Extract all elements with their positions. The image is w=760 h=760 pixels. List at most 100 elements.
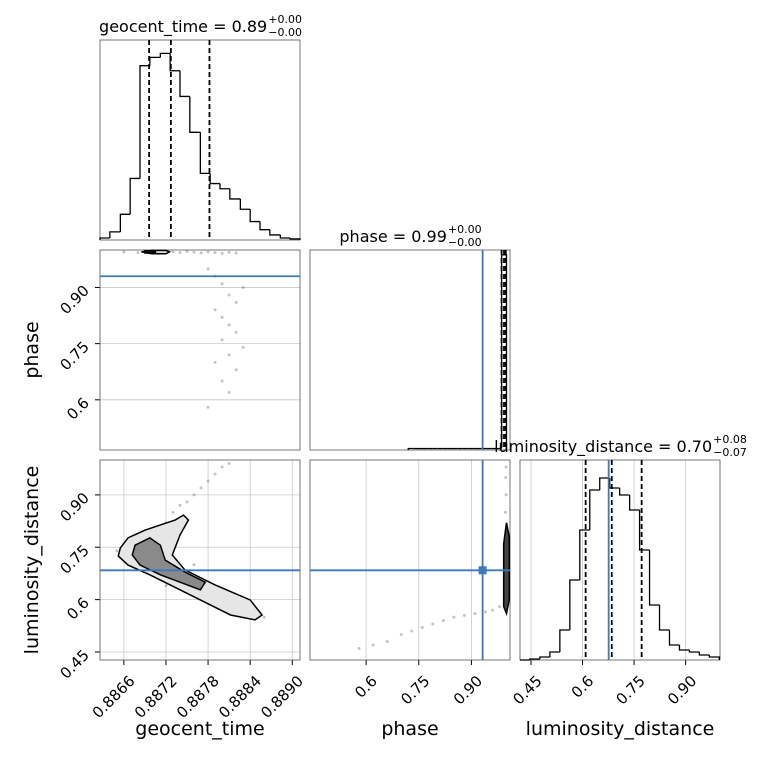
hist-step [579, 529, 590, 580]
x-tick-label: 0.90 [450, 672, 486, 708]
sample-point [504, 465, 508, 469]
sample-point [122, 250, 126, 254]
title-subscript: −0.00 [448, 236, 482, 249]
hist-step [279, 234, 291, 239]
sample-point [178, 251, 182, 255]
sample-point [504, 475, 508, 479]
panel-frame [99, 249, 301, 451]
contour [144, 249, 157, 254]
x-tick-label: 0.90 [664, 672, 700, 708]
sample-point [136, 251, 140, 255]
hist-step [139, 65, 150, 179]
sample-point [213, 472, 217, 476]
hist-step [249, 209, 260, 223]
contour [502, 522, 511, 617]
panel-title: luminosity_distance = 0.70 [494, 437, 712, 457]
sample-point [199, 486, 203, 490]
panel-frame [519, 459, 721, 661]
title-superscript: +0.00 [268, 13, 302, 26]
hist-step [119, 213, 131, 232]
hist-step [569, 579, 580, 630]
hist-step [589, 489, 600, 530]
hist-step [159, 52, 171, 58]
sample-point [206, 267, 210, 271]
sample-point [399, 633, 403, 637]
sample-point [241, 345, 245, 349]
sample-point [220, 251, 224, 255]
x-tick-label: 0.6 [568, 672, 598, 702]
sample-point [504, 493, 508, 497]
x-axis-label: luminosity_distance [526, 718, 715, 740]
sample-point [213, 251, 217, 255]
hist-step [407, 447, 414, 450]
panel-title: geocent_time = 0.89 [99, 17, 267, 37]
sample-point [178, 503, 182, 507]
hist-step [229, 188, 241, 200]
y-tick-label: 0.90 [56, 282, 92, 318]
hist-step [239, 198, 251, 210]
panel-frame [99, 39, 301, 241]
sample-point [227, 353, 231, 357]
x-axis-label: geocent_time [135, 718, 264, 740]
sample-point [206, 405, 210, 409]
hist-step [628, 495, 640, 511]
hist-step [209, 173, 220, 185]
sample-point [220, 379, 224, 383]
sample-point [234, 251, 238, 255]
truth-marker [478, 566, 487, 575]
sample-point [220, 282, 224, 286]
sample-point [227, 323, 231, 327]
hist-step [99, 237, 110, 240]
x-tick-label: 0.6 [351, 672, 381, 702]
y-tick-label: 0.75 [56, 338, 92, 374]
hist-step [219, 183, 230, 190]
sample-point [206, 250, 210, 254]
sample-point [473, 612, 477, 616]
x-tick-label: 0.75 [612, 672, 648, 708]
sample-point [234, 300, 238, 304]
sample-point [192, 250, 196, 254]
sample-point [385, 640, 389, 644]
sample-point [431, 622, 435, 626]
x-tick-label: 0.75 [397, 672, 433, 708]
y-tick-label: 0.75 [56, 541, 92, 577]
sample-point [371, 643, 375, 647]
sample-point [220, 465, 224, 469]
hist-step [189, 96, 201, 133]
x-tick-label: 0.45 [509, 672, 545, 708]
sample-point [462, 613, 466, 617]
sample-point [192, 563, 196, 567]
sample-point [227, 390, 231, 394]
y-axis-label: phase [21, 321, 43, 378]
hist-step [199, 132, 211, 175]
sample-point [490, 608, 494, 612]
hist-step [259, 221, 270, 231]
hist-step [648, 550, 660, 606]
contour [117, 514, 264, 621]
sample-point [213, 308, 217, 312]
sample-point [234, 368, 238, 372]
y-axis-label: luminosity_distance [21, 466, 43, 655]
panel-title: phase = 0.99 [339, 227, 446, 246]
panel-frame [309, 249, 511, 451]
title-superscript: +0.00 [448, 223, 482, 236]
hist-step [599, 477, 610, 490]
y-tick-label: 0.90 [56, 489, 92, 525]
panel-frame [309, 459, 511, 661]
x-tick-label: 0.8884 [215, 672, 265, 722]
sample-point [483, 610, 487, 614]
sample-point [164, 584, 168, 588]
y-tick-label: 0.45 [56, 646, 92, 682]
sample-point [262, 615, 266, 619]
sample-point [185, 249, 189, 253]
hist-step [149, 56, 161, 66]
sample-point [227, 250, 231, 254]
x-tick-label: 0.8878 [173, 672, 223, 722]
sample-point [220, 315, 224, 319]
sample-point [213, 360, 217, 364]
sample-point [503, 510, 507, 514]
sample-point [452, 615, 456, 619]
sample-point [420, 626, 424, 630]
sample-point [357, 646, 361, 650]
